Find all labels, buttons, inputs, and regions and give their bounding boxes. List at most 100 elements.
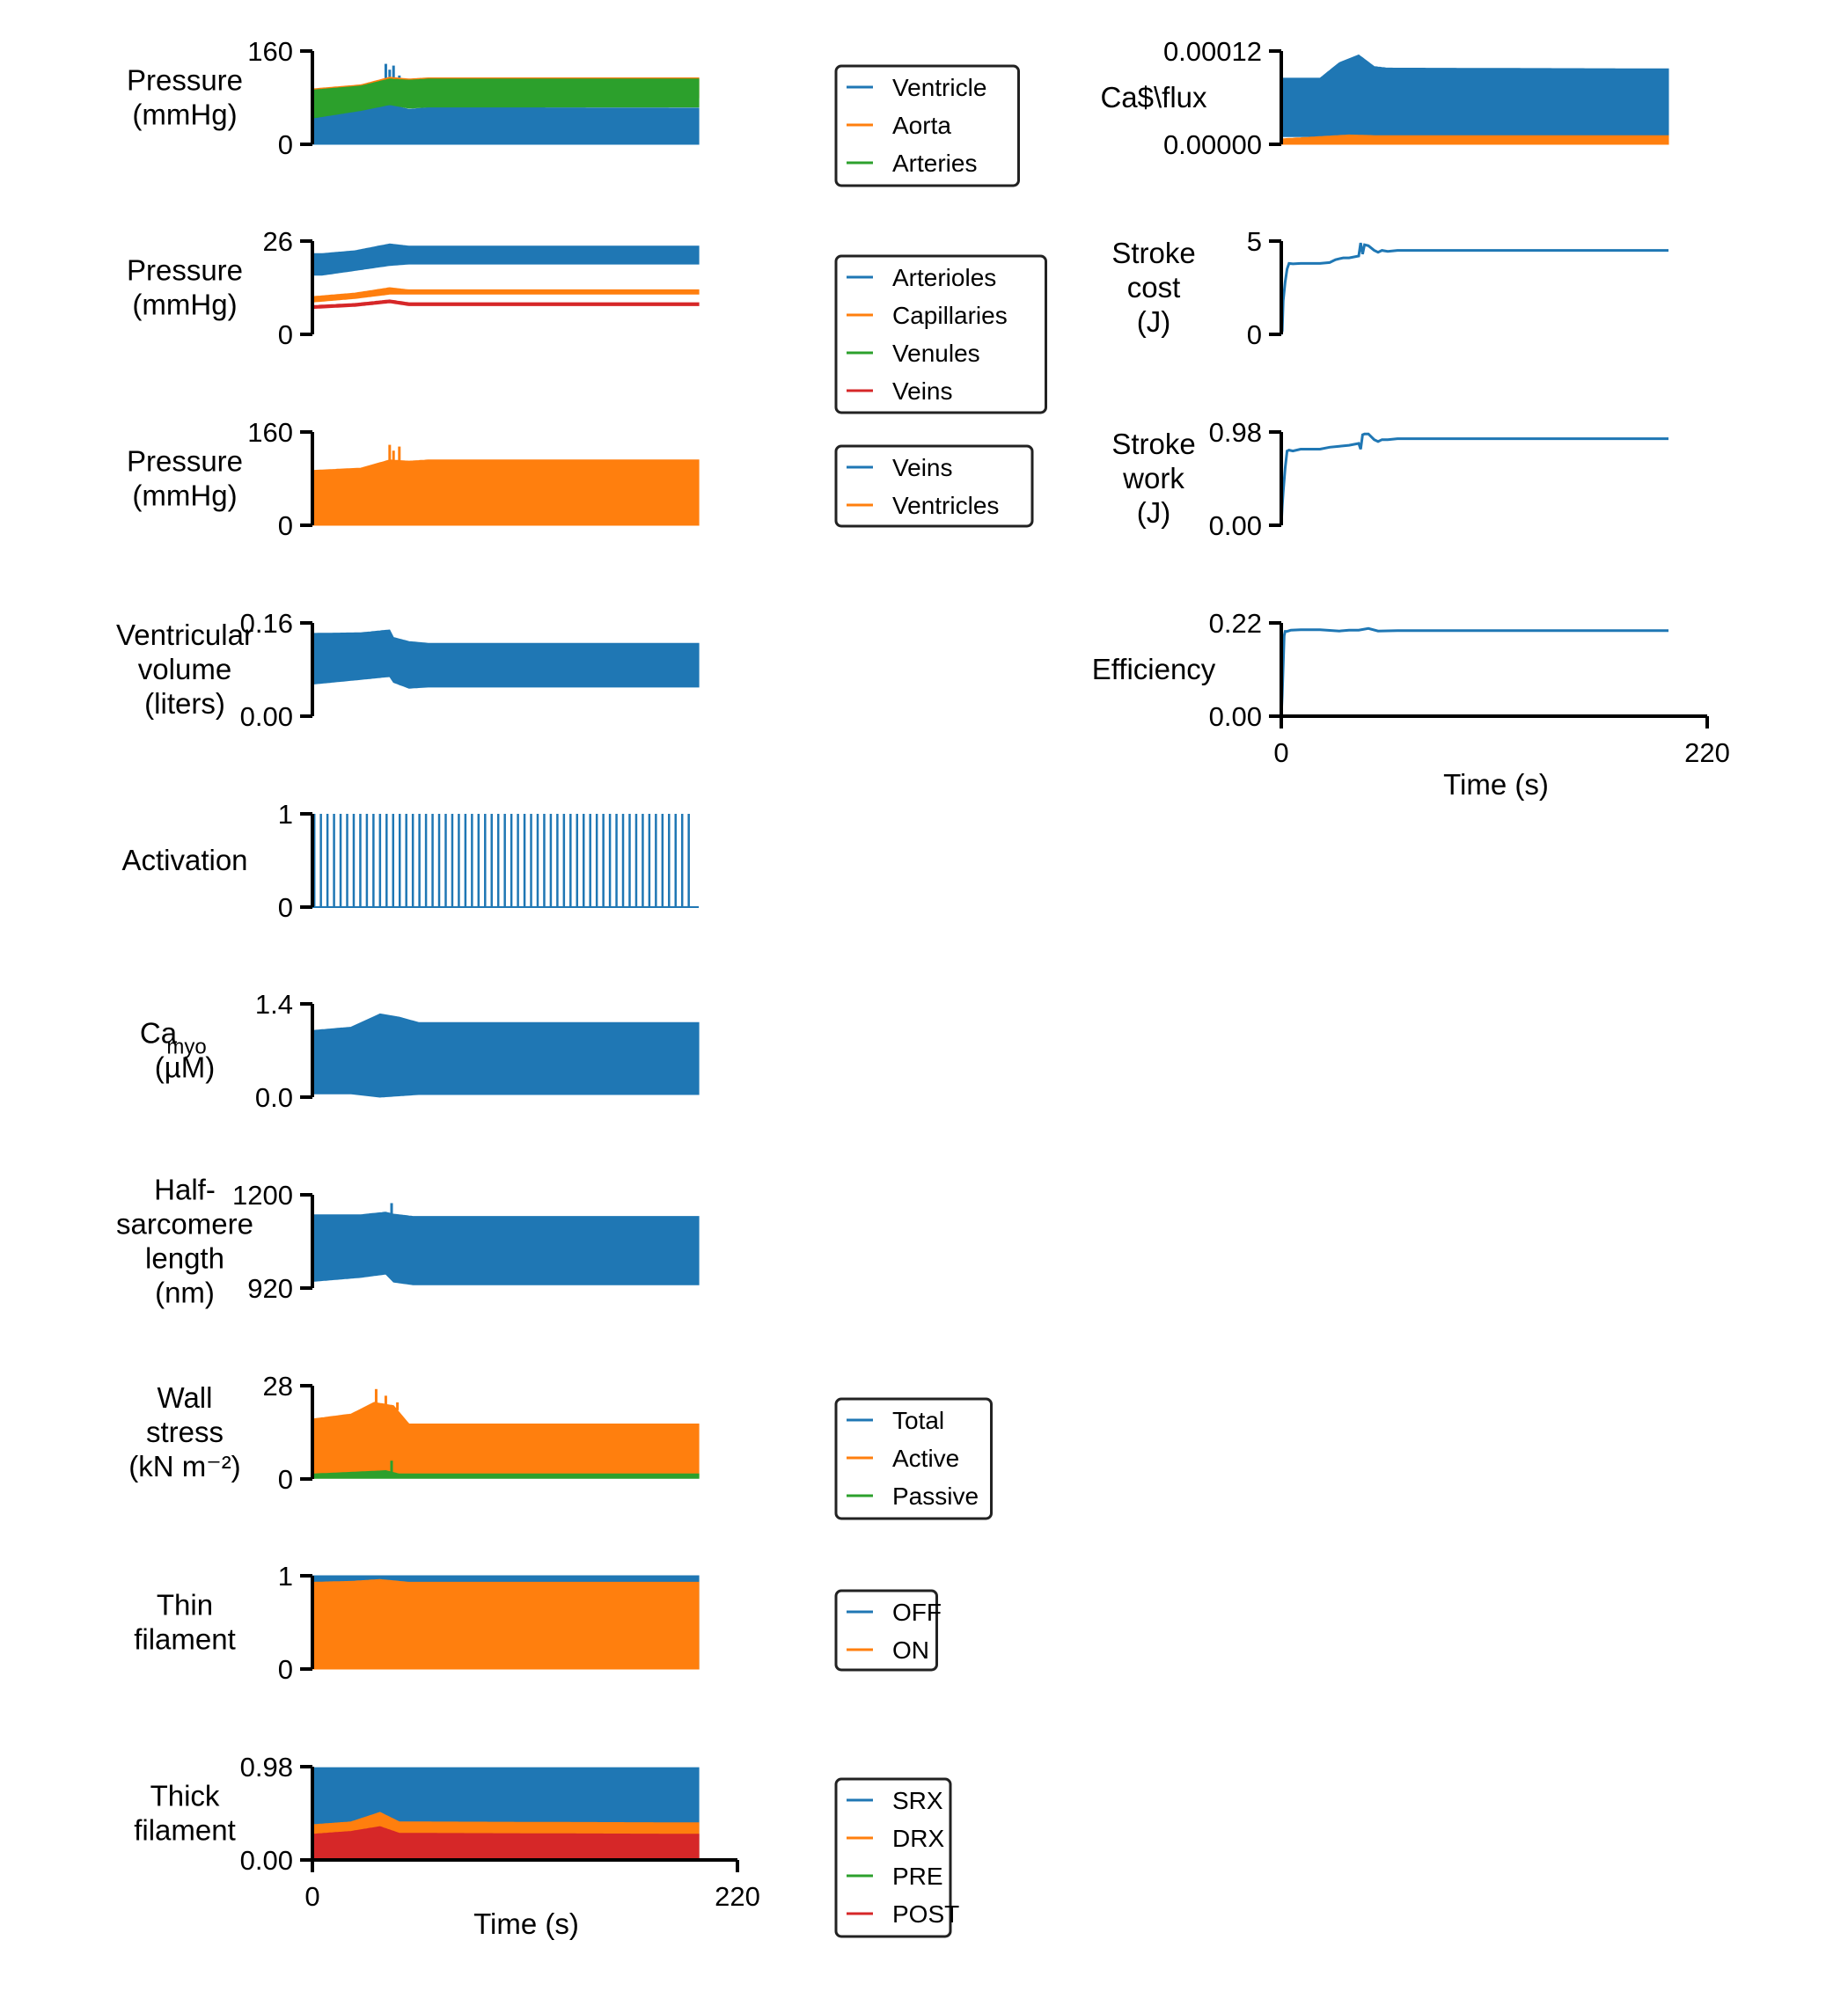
series-ventricles (312, 459, 700, 526)
legend-label-capillaries: Capillaries (892, 302, 1008, 329)
y-tick-label: 1.4 (255, 989, 293, 1020)
y-tick-label: 0.00012 (1163, 36, 1262, 67)
y-axis-label: Thin (157, 1589, 213, 1622)
y-tick-label: 28 (263, 1371, 293, 1402)
series-active (312, 1402, 700, 1478)
y-axis-label: work (1122, 462, 1184, 494)
legend-label-off: OFF (892, 1599, 942, 1626)
y-tick-label: 0.00 (1209, 510, 1262, 541)
legend-label-ventricles: Ventricles (892, 492, 999, 519)
legend-thin-filament: OFF ON (834, 1589, 942, 1672)
y-tick-label: 160 (247, 36, 293, 67)
y-tick-label: 5 (1247, 226, 1262, 257)
y-axis-label: length (145, 1242, 224, 1275)
y-axis-label: Efficiency (1092, 653, 1216, 685)
legend-label-veins: Veins (892, 377, 953, 405)
legend-label-post: POST (892, 1900, 959, 1928)
y-tick-label: 0.0 (255, 1082, 293, 1113)
y-axis-label: filament (134, 1623, 236, 1656)
legend-frame (834, 1397, 993, 1520)
y-axis-label: (mmHg) (132, 480, 237, 512)
legend-label-on: ON (892, 1636, 929, 1664)
y-tick-label: 0 (278, 892, 293, 923)
series-arteries (312, 78, 700, 119)
y-tick-label: 0.00 (1209, 701, 1262, 732)
y-axis-label: cost (1127, 271, 1181, 304)
series-stroke-cost-0-line (1280, 242, 1668, 335)
y-axis-label: filament (134, 1814, 236, 1847)
series-stroke-work-0-line (1280, 432, 1668, 526)
y-axis-label: (J) (1137, 305, 1170, 338)
y-tick-label: 0.98 (240, 1752, 293, 1783)
y-axis-label: (mmHg) (132, 289, 237, 321)
legend-label-pre: PRE (892, 1863, 943, 1890)
x-axis-label-left: Time (s) (473, 1907, 579, 1940)
y-tick-label: 1 (278, 1561, 293, 1592)
y-tick-label: 26 (263, 226, 293, 257)
series-half-sarcomere-length-0 (312, 1212, 700, 1285)
y-axis-label-subscript: myo (166, 1036, 206, 1059)
series-veins (312, 299, 700, 310)
y-axis-label: volume (138, 653, 231, 685)
y-axis-label: Activation (121, 844, 247, 876)
y-axis-label: sarcomere (116, 1208, 253, 1241)
legend-thick-filament: SRX DRX PRE POST (834, 1777, 959, 1938)
legend-veins-ventricles: Veins Ventricles (834, 444, 1034, 528)
x-tick-label: 0 (1273, 737, 1288, 768)
legend-label-active: Active (892, 1445, 959, 1472)
y-tick-label: 0 (278, 319, 293, 350)
chart-efficiency: 0.00 0.22 Efficiency 0 220 (1092, 608, 1730, 768)
legend-label-veins: Veins (892, 454, 953, 481)
y-tick-label: 0.00 (240, 1845, 293, 1876)
y-tick-label: 0.22 (1209, 608, 1262, 639)
y-axis-label: (liters) (144, 687, 225, 720)
series-ca-flux-0 (1280, 54, 1669, 137)
y-tick-label: 0 (278, 129, 293, 160)
legend-label-drx: DRX (892, 1825, 944, 1852)
y-tick-label: 1200 (232, 1180, 293, 1211)
y-tick-label: 0.00000 (1163, 129, 1262, 160)
series-arterioles (312, 243, 700, 276)
y-axis-label: Pressure (127, 445, 243, 478)
legend-frame (834, 64, 1020, 187)
series-ventricle (312, 104, 700, 145)
y-tick-label: 0 (278, 1464, 293, 1495)
legend-frame (834, 444, 1034, 528)
y-axis-label: Ca$\flux (1100, 81, 1207, 113)
y-axis-label: Wall (158, 1381, 213, 1414)
y-tick-label: 0 (278, 1654, 293, 1685)
legend-frame (834, 254, 1047, 414)
x-tick-label: 220 (1684, 737, 1730, 768)
series-ca-flux-1 (1280, 134, 1669, 145)
chart-activation: 0 1 Activation (121, 799, 700, 923)
y-tick-label: 0.00 (240, 701, 293, 732)
y-axis-label: Ca (140, 1017, 178, 1050)
y-axis-label: (nm) (155, 1277, 215, 1309)
y-tick-label: 0 (1247, 319, 1262, 350)
x-tick-label: 220 (715, 1881, 760, 1912)
legend-wall-stress: Total Active Passive (834, 1397, 993, 1520)
series-on (312, 1578, 700, 1670)
y-tick-label: 920 (247, 1273, 293, 1304)
legend-label-venules: Venules (892, 340, 980, 367)
chart-arterioles-capillaries-venules-veins: 0 26 Pressure(mmHg) Arterioles Capillaries Ve… (127, 226, 1047, 414)
legend-label-aorta: Aorta (892, 112, 951, 139)
x-tick-label: 0 (304, 1881, 319, 1912)
legend-label-ventricle: Ventricle (892, 74, 986, 101)
legend-label-passive: Passive (892, 1483, 979, 1510)
chart-ca-flux: 0.00000 0.00012 Ca$\flux (1100, 36, 1669, 160)
y-axis-label: (J) (1137, 496, 1170, 529)
series-efficiency-0-line (1280, 626, 1668, 717)
legend-label-arteries: Arteries (892, 150, 977, 177)
series-ventricular-volume-0 (312, 629, 700, 689)
y-axis-label: (kN m⁻²) (128, 1450, 240, 1483)
legend-label-arterioles: Arterioles (892, 264, 996, 291)
